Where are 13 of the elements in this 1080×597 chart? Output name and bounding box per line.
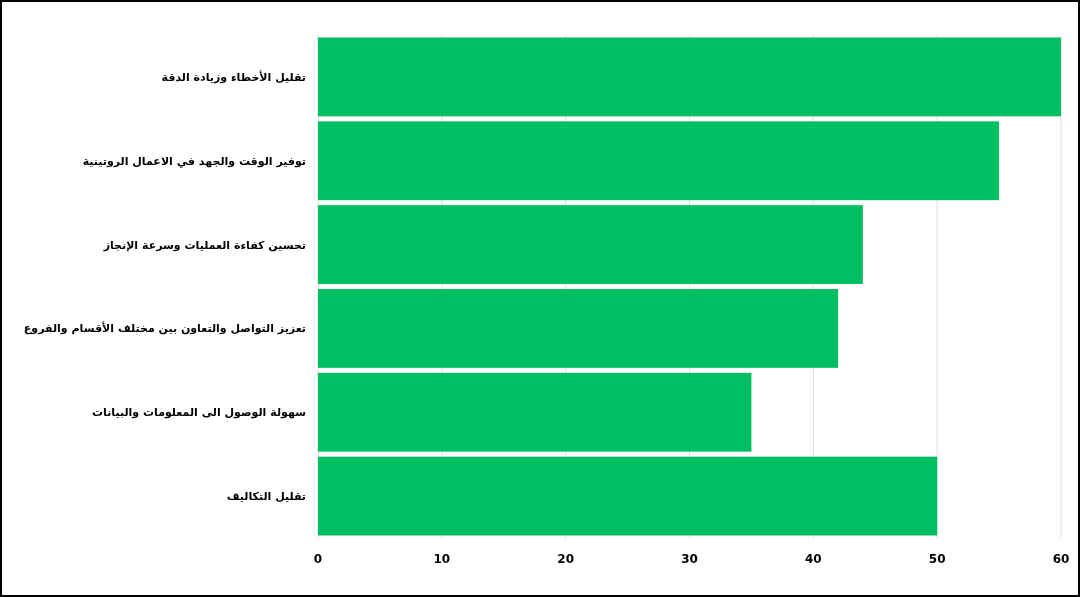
y-tick-label: تحسين كفاءة العمليات وسرعة الإنجاز	[102, 238, 306, 252]
x-tick-label: 30	[681, 552, 698, 566]
x-tick-label: 0	[313, 552, 323, 566]
y-tick-label: تقليل التكاليف	[226, 490, 306, 504]
x-tick-label: 10	[433, 552, 451, 566]
x-tick-label: 50	[928, 552, 946, 566]
y-tick-label: تقليل الأخطاء وزيادة الدقة	[161, 69, 306, 84]
y-tick-label: سهولة الوصول الى المعلومات والبيانات	[91, 406, 306, 420]
y-tick-label: توفير الوقت والجهد في الاعمال الروتينية	[82, 154, 306, 168]
x-tick-label: 40	[804, 552, 822, 566]
y-tick-label: تعزيز التواصل والتعاون بين مختلف الأقسام والفروع	[23, 321, 306, 336]
x-tick-label: 20	[557, 552, 575, 566]
x-tick-label: 60	[1052, 552, 1070, 566]
